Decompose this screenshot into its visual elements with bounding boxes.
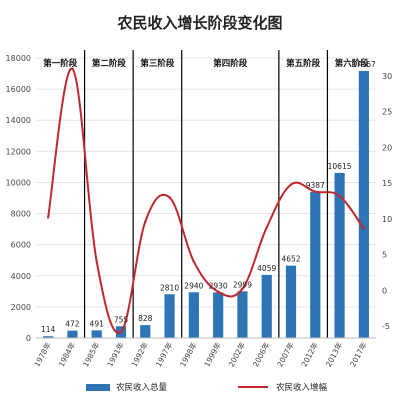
phase-label: 第六阶段 (335, 58, 370, 69)
bar-value-label: 114 (41, 325, 56, 334)
bar (91, 330, 102, 338)
y-left-tick-label: 6000 (11, 241, 31, 250)
x-tick-label: 1992年 (129, 340, 151, 369)
line-point (95, 260, 98, 263)
x-tick-label: 1984年 (56, 340, 78, 369)
y-axis-right: -5 0 5 10 15 20 25 30 (382, 72, 392, 331)
phase-dividers (83, 50, 329, 338)
bar-value-label: 828 (138, 314, 153, 323)
line-point (119, 330, 123, 333)
line-point (71, 67, 74, 71)
bar (43, 336, 54, 338)
bar-value-label: 17167 (352, 60, 376, 69)
bar (310, 191, 321, 338)
bar (358, 70, 369, 339)
y-right-tick-label: 5 (382, 251, 387, 260)
bar-value-label: 2999 (233, 280, 252, 289)
bar (140, 325, 151, 338)
bar-value-label: 4652 (281, 255, 300, 264)
gridlines (36, 57, 376, 339)
y-right-tick-label: 25 (382, 108, 392, 117)
phase-label: 第二阶段 (92, 58, 127, 69)
line-point (314, 190, 317, 193)
phase-label: 第三阶段 (140, 58, 175, 69)
bar-value-label: 4059 (257, 264, 276, 273)
line-point (168, 196, 171, 199)
bar (237, 291, 248, 338)
x-axis-labels: 1978年 1984年 1985年 1991年 1992年 1997年 1998年 1999年… (32, 340, 369, 369)
x-tick-label: 2017年 (347, 340, 369, 369)
y-right-tick-label: 10 (382, 215, 392, 224)
bar-value-label: 10615 (328, 162, 352, 171)
bar-value-label: 2940 (184, 281, 203, 290)
bar-value-label: 2930 (209, 281, 228, 290)
y-right-tick-label: 0 (382, 286, 387, 295)
line-point (362, 227, 366, 231)
bar-value-label: 9387 (306, 181, 325, 190)
y-axis-left: 0 2000 4000 6000 8000 10000 12000 14000 16000 180… (6, 54, 31, 343)
x-tick-label: 1997年 (153, 340, 175, 369)
chart-title: 农民收入增长阶段变化图 (116, 14, 282, 32)
bar (188, 292, 199, 338)
y-left-tick-label: 4000 (11, 272, 31, 281)
phase-label: 第一阶段 (43, 58, 78, 69)
line-point (46, 216, 50, 219)
y-left-tick-label: 18000 (6, 54, 31, 63)
line-point (289, 183, 293, 186)
x-tick-label: 1991年 (104, 340, 126, 369)
bar-data-labels: 114 472 491 755 828 2810 2940 2930 2999 4059 4652 9… (41, 60, 376, 334)
y-left-tick-label: 14000 (6, 116, 31, 125)
y-left-tick-label: 10000 (6, 178, 31, 187)
y-right-tick-label: 30 (382, 72, 392, 81)
y-left-tick-label: 0 (26, 334, 31, 343)
line-point (144, 220, 147, 223)
bar-value-label: 755 (114, 315, 129, 324)
line-point (241, 287, 244, 291)
bar (213, 292, 224, 338)
x-tick-label: 2006年 (250, 340, 272, 369)
bar (261, 274, 272, 338)
line-point (338, 194, 341, 198)
line-series (46, 67, 366, 334)
x-tick-label: 1978年 (32, 340, 54, 369)
bar (285, 265, 297, 338)
bar-value-label: 2810 (160, 283, 179, 292)
x-tick-label: 1998年 (177, 340, 199, 369)
x-tick-label: 2002年 (226, 340, 248, 369)
legend-label: 农民收入增幅 (276, 382, 328, 393)
growth-line (47, 67, 365, 334)
y-left-tick-label: 12000 (6, 147, 31, 156)
bar-value-label: 472 (65, 320, 80, 329)
y-left-tick-label: 2000 (11, 303, 31, 312)
y-right-tick-label: 20 (382, 143, 392, 152)
legend: 农民收入总量 农民收入增幅 (86, 382, 328, 393)
y-left-tick-label: 16000 (6, 85, 31, 94)
x-tick-label: 2012年 (299, 340, 321, 369)
y-right-tick-label: 15 (382, 179, 392, 188)
x-tick-label: 2013年 (323, 340, 345, 369)
y-right-tick-label: -5 (382, 322, 390, 331)
line-point (192, 260, 196, 263)
bar (67, 330, 78, 338)
y-left-tick-label: 8000 (11, 210, 31, 219)
phase-label: 第五阶段 (286, 58, 321, 69)
bar-value-label: 491 (90, 319, 105, 328)
bar (164, 294, 175, 338)
x-tick-label: 1985年 (80, 340, 102, 369)
phase-labels: 第一阶段 第二阶段 第三阶段 第四阶段 第五阶段 第六阶段 (43, 58, 369, 69)
bar-series (43, 70, 369, 339)
x-tick-label: 2007年 (274, 340, 296, 369)
x-tick-label: 1999年 (202, 340, 224, 369)
bar (334, 172, 345, 338)
legend-label: 农民收入总量 (116, 382, 168, 393)
line-point (265, 226, 268, 229)
phase-label: 第四阶段 (213, 58, 248, 69)
legend-swatch-bar (86, 384, 110, 391)
line-point (216, 290, 220, 293)
